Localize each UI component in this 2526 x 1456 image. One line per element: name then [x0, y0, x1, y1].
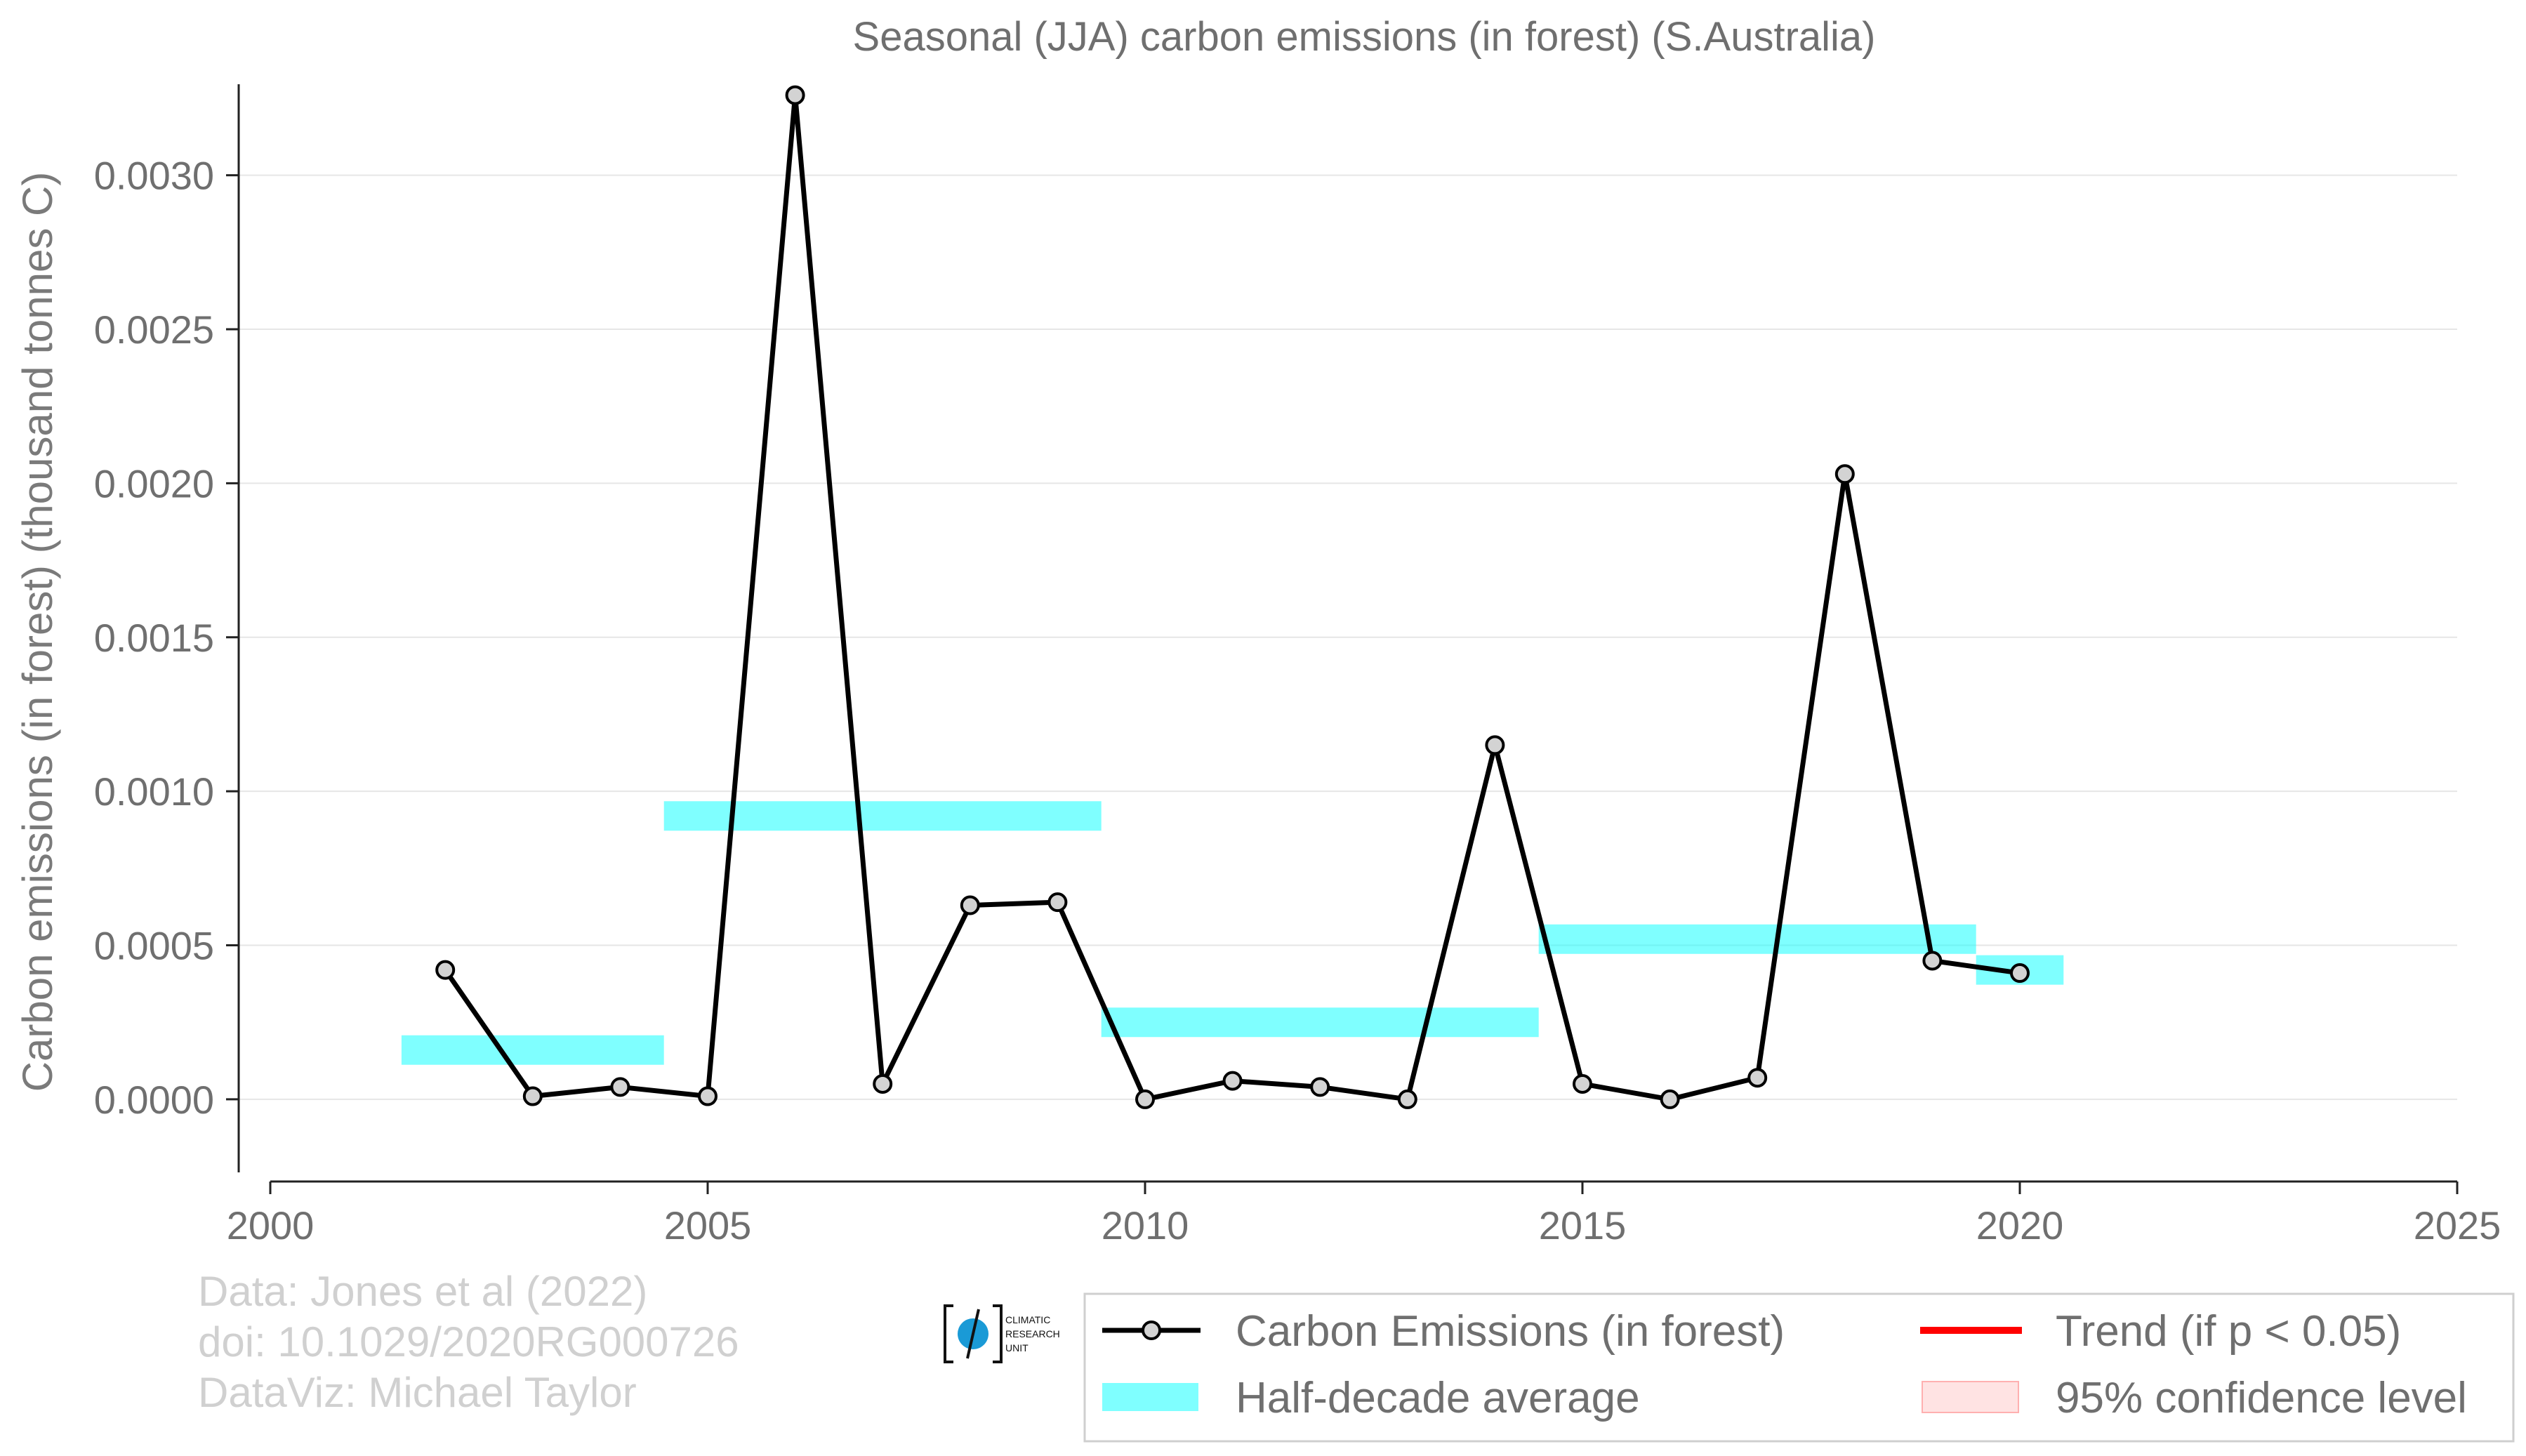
- legend-label-carbon-emissions: Carbon Emissions (in forest): [1236, 1307, 1785, 1356]
- data-point: [435, 960, 456, 980]
- y-tick-label: 0.0010: [94, 769, 214, 814]
- chart-title: Seasonal (JJA) carbon emissions (in fore…: [853, 14, 1876, 60]
- half-decade-band: [1538, 924, 1976, 954]
- data-point: [1047, 892, 1068, 913]
- legend-box: [1083, 1292, 2515, 1443]
- data-point: [785, 85, 805, 105]
- data-point: [1747, 1068, 1768, 1088]
- y-tick-label: 0.0030: [94, 154, 214, 198]
- legend-marker-carbon-emissions: [1142, 1321, 1161, 1340]
- credit-doi: doi: 10.1029/2020RG000726: [198, 1318, 739, 1365]
- legend: Carbon Emissions (in forest) Trend (if p…: [1083, 1292, 2515, 1443]
- logo-bracket-left: [944, 1304, 953, 1363]
- x-tick-label: 2020: [1976, 1203, 2064, 1247]
- logo-text-line3: UNIT: [1005, 1342, 1029, 1354]
- legend-swatch-confidence: [1922, 1381, 2019, 1413]
- legend-label-half-decade: Half-decade average: [1236, 1374, 1640, 1422]
- half-decade-bands: [401, 801, 2064, 1065]
- legend-label-trend: Trend (if p < 0.05): [2056, 1307, 2401, 1356]
- x-tick-label: 2005: [664, 1203, 752, 1247]
- half-decade-band: [1101, 1007, 1539, 1038]
- data-point: [873, 1073, 893, 1094]
- logo-text-line2: RESEARCH: [1005, 1328, 1060, 1339]
- x-tick-label: 2000: [227, 1203, 315, 1247]
- logo-text-line1: CLIMATIC: [1005, 1314, 1050, 1325]
- logo-slash: [966, 1309, 980, 1359]
- data-point: [1922, 951, 1943, 971]
- logo-bracket-right: [993, 1304, 1003, 1363]
- data-point: [1573, 1073, 1592, 1094]
- credits: Data: Jones et al (2022) doi: 10.1029/20…: [198, 1268, 739, 1416]
- y-tick-label: 0.0005: [94, 924, 214, 968]
- half-decade-band: [663, 801, 1102, 831]
- data-point: [1397, 1089, 1417, 1109]
- y-axis-label: Carbon emissions (in forest) (thousand t…: [14, 172, 61, 1092]
- credit-data-source: Data: Jones et al (2022): [198, 1268, 647, 1315]
- legend-swatch-half-decade: [1102, 1383, 1198, 1411]
- data-point: [2010, 963, 2030, 984]
- data-point: [698, 1086, 718, 1106]
- data-point: [1135, 1089, 1155, 1109]
- half-decade-band: [401, 1035, 664, 1065]
- legend-label-confidence: 95% confidence level: [2056, 1374, 2467, 1422]
- gridlines: [239, 174, 2457, 1100]
- data-point: [610, 1077, 630, 1097]
- y-tick-label: 0.0015: [94, 616, 214, 660]
- data-point: [1222, 1071, 1243, 1091]
- y-tick-label: 0.0000: [94, 1078, 214, 1122]
- cru-logo: CLIMATIC RESEARCH UNIT: [944, 1304, 1060, 1363]
- data-point: [960, 895, 980, 915]
- y-tick-label: 0.0025: [94, 307, 214, 352]
- x-tick-label: 2025: [2414, 1203, 2501, 1247]
- axes: 0.0000 0.0005 0.0010 0.0015 0.0020 0.0025 0.00…: [94, 84, 2501, 1247]
- x-tick-label: 2015: [1539, 1203, 1627, 1247]
- series-carbon-emissions: [435, 85, 2030, 1109]
- y-tick-label: 0.0020: [94, 461, 214, 505]
- data-point: [1485, 735, 1505, 755]
- data-point: [1310, 1077, 1330, 1097]
- credit-dataviz: DataViz: Michael Taylor: [198, 1369, 637, 1416]
- data-point: [1834, 464, 1855, 484]
- data-point: [1660, 1089, 1680, 1109]
- data-point: [522, 1086, 543, 1106]
- x-tick-label: 2010: [1102, 1203, 1189, 1247]
